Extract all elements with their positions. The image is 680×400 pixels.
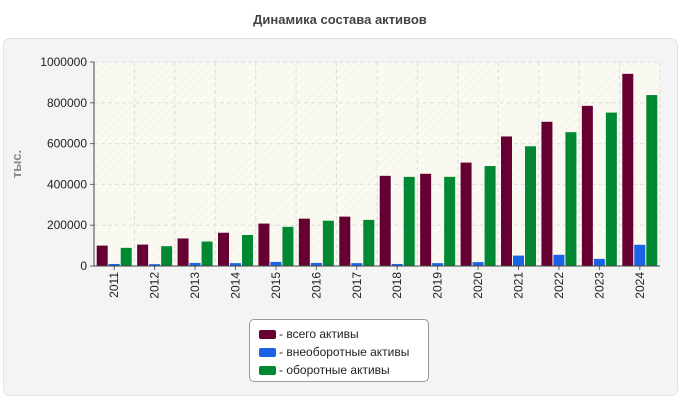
bar-noncurrent-2015 <box>270 261 282 266</box>
bar-total-2021 <box>501 136 512 266</box>
bar-total-2017 <box>339 216 351 266</box>
bar-current-2018 <box>403 176 415 266</box>
bar-noncurrent-2019 <box>432 263 444 266</box>
bar-noncurrent-2022 <box>553 254 565 266</box>
chart-title: Динамика состава активов <box>253 12 427 27</box>
bar-current-2012 <box>161 246 173 266</box>
grid-layer <box>93 61 661 266</box>
bar-total-2024 <box>622 73 634 266</box>
bar-total-2018 <box>379 175 391 266</box>
bar-current-2019 <box>444 176 456 266</box>
y-tick-label: 1000000 <box>40 55 87 69</box>
x-tick-label: 2018 <box>390 272 404 299</box>
legend-label-total: - всего активы <box>279 327 359 341</box>
legend-label-current: - оборотные активы <box>279 363 390 377</box>
y-tick-label: 200000 <box>47 218 87 232</box>
bar-noncurrent-2012 <box>149 264 161 266</box>
bar-total-2013 <box>177 238 189 266</box>
bar-current-2021 <box>525 146 536 266</box>
bar-current-2023 <box>605 112 617 266</box>
x-tick-label: 2017 <box>350 272 364 299</box>
bar-noncurrent-2023 <box>593 258 605 266</box>
bar-current-2015 <box>282 226 294 266</box>
x-tick-label: 2024 <box>633 272 647 299</box>
x-tick-label: 2021 <box>512 272 526 299</box>
bar-current-2013 <box>201 241 213 266</box>
bar-layer <box>96 73 658 266</box>
bar-total-2016 <box>298 218 310 266</box>
bar-total-2015 <box>258 223 270 266</box>
bar-noncurrent-2020 <box>472 262 484 266</box>
legend-item-total: - всего активы <box>259 325 428 343</box>
y-tick-label: 800000 <box>47 96 87 110</box>
bar-noncurrent-2013 <box>189 262 201 266</box>
bar-total-2019 <box>420 173 432 266</box>
bar-current-2016 <box>322 220 334 266</box>
bar-total-2011 <box>96 245 108 266</box>
bar-current-2022 <box>565 132 577 266</box>
y-tick-label: 400000 <box>47 177 87 191</box>
y-axis-title: тыс. <box>9 150 24 178</box>
legend-label-noncurrent: - внеоборотные активы <box>279 345 410 359</box>
legend-swatch-total <box>259 329 276 339</box>
bar-noncurrent-2024 <box>634 244 646 266</box>
legend-item-noncurrent: - внеоборотные активы <box>259 343 428 361</box>
x-tick-label: 2022 <box>552 272 566 299</box>
x-tick-label: 2019 <box>431 272 445 299</box>
x-tick-label: 2016 <box>309 272 323 299</box>
bar-noncurrent-2014 <box>230 263 241 266</box>
bar-noncurrent-2018 <box>391 263 403 266</box>
y-tick-label: 600000 <box>47 137 87 151</box>
x-tick-label: 2011 <box>107 272 121 298</box>
x-tick-label: 2013 <box>188 272 202 299</box>
legend-swatch-noncurrent <box>259 347 276 357</box>
x-tick-label: 2014 <box>229 272 243 299</box>
legend-swatch-current <box>259 365 276 375</box>
legend: - всего активы - внеоборотные активы - о… <box>249 319 429 382</box>
bar-noncurrent-2021 <box>513 255 524 266</box>
bar-noncurrent-2016 <box>310 262 322 266</box>
y-tick-label: 0 <box>80 259 87 273</box>
bar-total-2014 <box>218 232 229 266</box>
bar-total-2020 <box>460 162 472 266</box>
bar-noncurrent-2017 <box>351 263 363 266</box>
bar-current-2017 <box>363 219 375 266</box>
bar-total-2022 <box>541 121 553 266</box>
bar-noncurrent-2011 <box>108 263 120 266</box>
bar-current-2014 <box>242 234 253 266</box>
x-tick-label: 2020 <box>471 272 485 299</box>
x-tick-label: 2023 <box>592 272 606 299</box>
x-tick-label: 2012 <box>148 272 162 299</box>
axis-layer: 0 200000 400000 600000 800000 1000000 2011 2012… <box>40 55 660 299</box>
bar-current-2020 <box>484 166 496 266</box>
bar-current-2011 <box>120 247 132 266</box>
legend-item-current: - оборотные активы <box>259 361 428 379</box>
bar-total-2012 <box>137 244 149 266</box>
bar-total-2023 <box>581 105 593 266</box>
bar-current-2024 <box>646 95 658 266</box>
x-tick-label: 2015 <box>269 272 283 299</box>
